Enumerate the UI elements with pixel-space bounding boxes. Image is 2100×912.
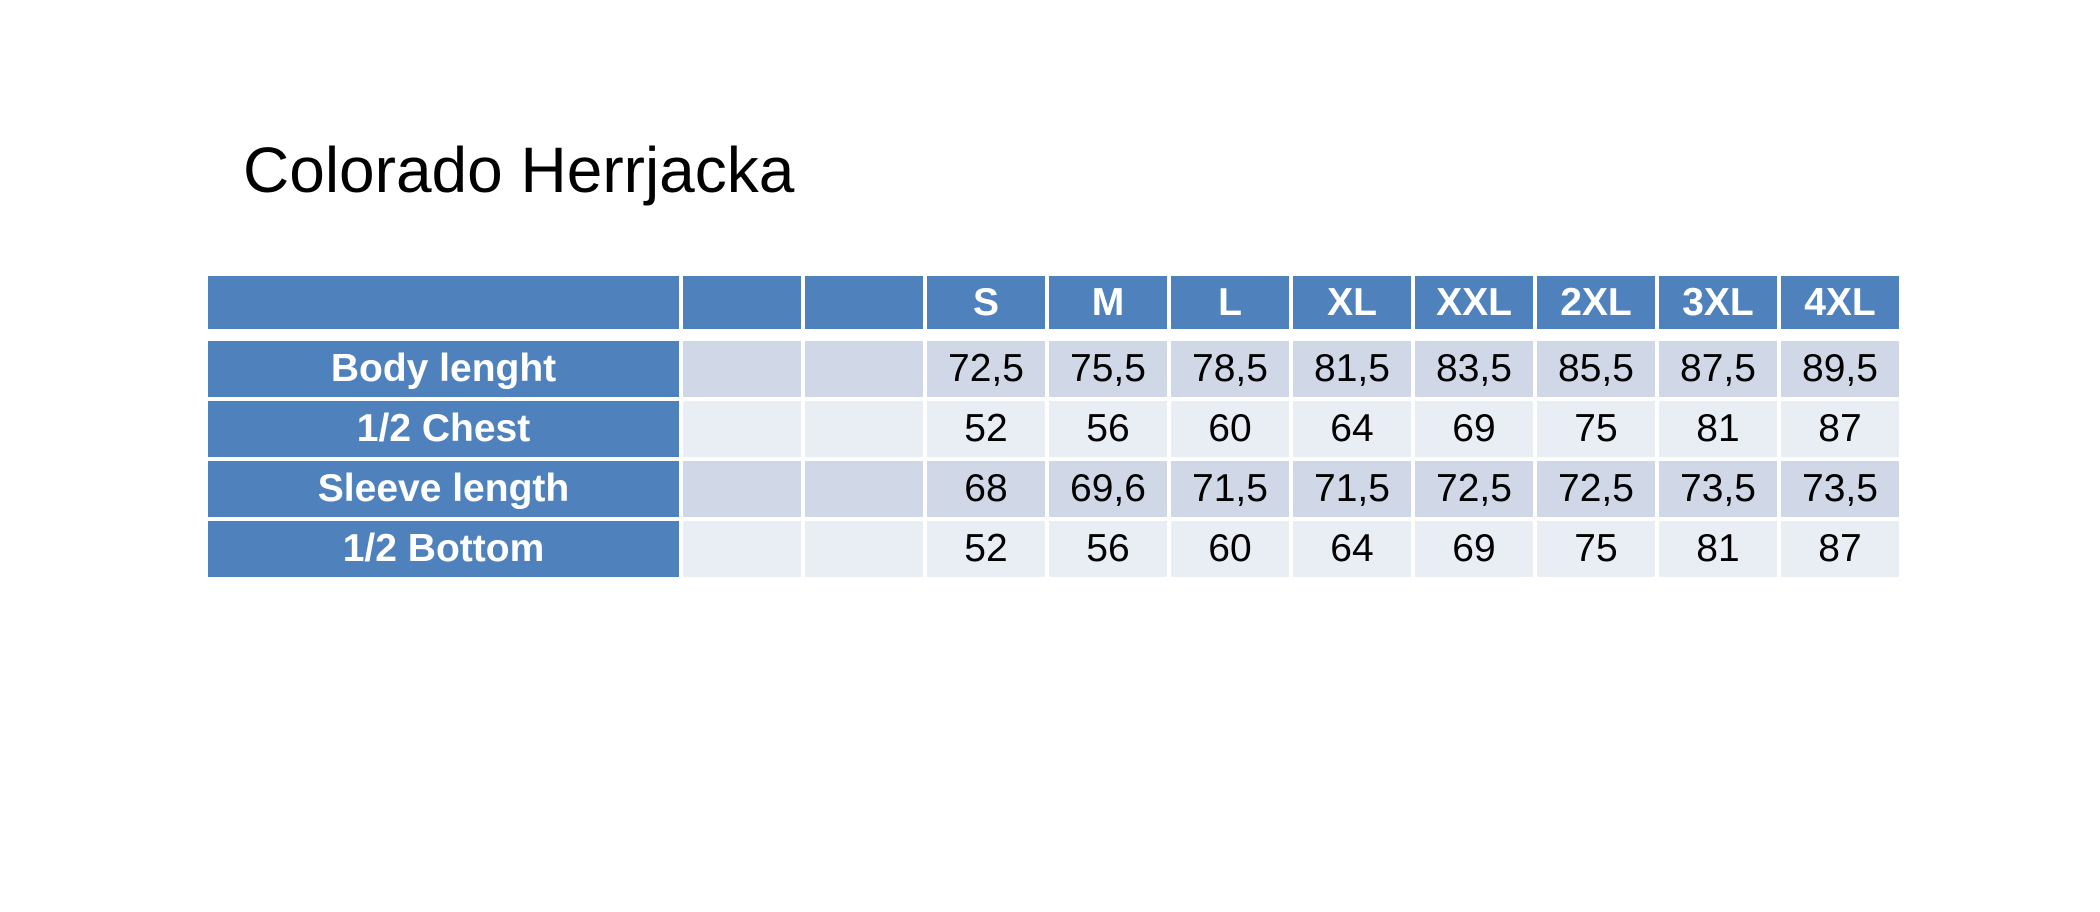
- size-header: 4XL: [1781, 276, 1899, 329]
- size-header: XL: [1293, 276, 1411, 329]
- blank-cell: [805, 521, 923, 577]
- header-row: S M L XL XXL 2XL 3XL 4XL: [208, 276, 1899, 329]
- measurement-cell: 60: [1171, 401, 1289, 457]
- measurement-cell: 56: [1049, 401, 1167, 457]
- measurement-cell: 69: [1415, 521, 1533, 577]
- measurement-cell: 73,5: [1659, 461, 1777, 517]
- table-row: 1/2 Chest 52 56 60 64 69 75 81 87: [208, 401, 1899, 457]
- measurement-cell: 72,5: [1537, 461, 1655, 517]
- blank-cell: [805, 401, 923, 457]
- measurement-cell: 81,5: [1293, 333, 1411, 397]
- measurement-cell: 69,6: [1049, 461, 1167, 517]
- blank-cell: [683, 333, 801, 397]
- row-label: 1/2 Bottom: [208, 521, 679, 577]
- measurement-cell: 72,5: [927, 333, 1045, 397]
- measurement-cell: 64: [1293, 401, 1411, 457]
- measurement-cell: 87: [1781, 401, 1899, 457]
- size-table: S M L XL XXL 2XL 3XL 4XL Body lenght 72,5 75,5 78,…: [204, 272, 1903, 581]
- blank-header-cell: [208, 276, 679, 329]
- measurement-cell: 72,5: [1415, 461, 1533, 517]
- measurement-cell: 71,5: [1293, 461, 1411, 517]
- measurement-cell: 75,5: [1049, 333, 1167, 397]
- measurement-cell: 81: [1659, 401, 1777, 457]
- blank-cell: [683, 521, 801, 577]
- blank-cell: [805, 333, 923, 397]
- blank-header-cell: [683, 276, 801, 329]
- page-title: Colorado Herrjacka: [243, 134, 795, 206]
- size-header: S: [927, 276, 1045, 329]
- blank-header-cell: [805, 276, 923, 329]
- row-label: Body lenght: [208, 333, 679, 397]
- measurement-cell: 85,5: [1537, 333, 1655, 397]
- size-header: XXL: [1415, 276, 1533, 329]
- measurement-cell: 89,5: [1781, 333, 1899, 397]
- measurement-cell: 81: [1659, 521, 1777, 577]
- measurement-cell: 68: [927, 461, 1045, 517]
- measurement-cell: 78,5: [1171, 333, 1289, 397]
- blank-cell: [805, 461, 923, 517]
- measurement-cell: 60: [1171, 521, 1289, 577]
- size-header: M: [1049, 276, 1167, 329]
- table-row: Body lenght 72,5 75,5 78,5 81,5 83,5 85,5 87,5 8…: [208, 333, 1899, 397]
- measurement-cell: 69: [1415, 401, 1533, 457]
- measurement-cell: 75: [1537, 401, 1655, 457]
- table-body: Body lenght 72,5 75,5 78,5 81,5 83,5 85,5 87,5 8…: [208, 333, 1899, 577]
- size-header: 2XL: [1537, 276, 1655, 329]
- row-label: Sleeve length: [208, 461, 679, 517]
- measurement-cell: 71,5: [1171, 461, 1289, 517]
- table-row: 1/2 Bottom 52 56 60 64 69 75 81 87: [208, 521, 1899, 577]
- table-row: Sleeve length 68 69,6 71,5 71,5 72,5 72,5 73,5 7…: [208, 461, 1899, 517]
- measurement-cell: 87,5: [1659, 333, 1777, 397]
- measurement-cell: 73,5: [1781, 461, 1899, 517]
- measurement-cell: 52: [927, 401, 1045, 457]
- row-label: 1/2 Chest: [208, 401, 679, 457]
- measurement-cell: 64: [1293, 521, 1411, 577]
- measurement-cell: 56: [1049, 521, 1167, 577]
- blank-cell: [683, 461, 801, 517]
- size-header: 3XL: [1659, 276, 1777, 329]
- measurement-cell: 52: [927, 521, 1045, 577]
- blank-cell: [683, 401, 801, 457]
- measurement-cell: 87: [1781, 521, 1899, 577]
- measurement-cell: 83,5: [1415, 333, 1533, 397]
- size-header: L: [1171, 276, 1289, 329]
- measurement-cell: 75: [1537, 521, 1655, 577]
